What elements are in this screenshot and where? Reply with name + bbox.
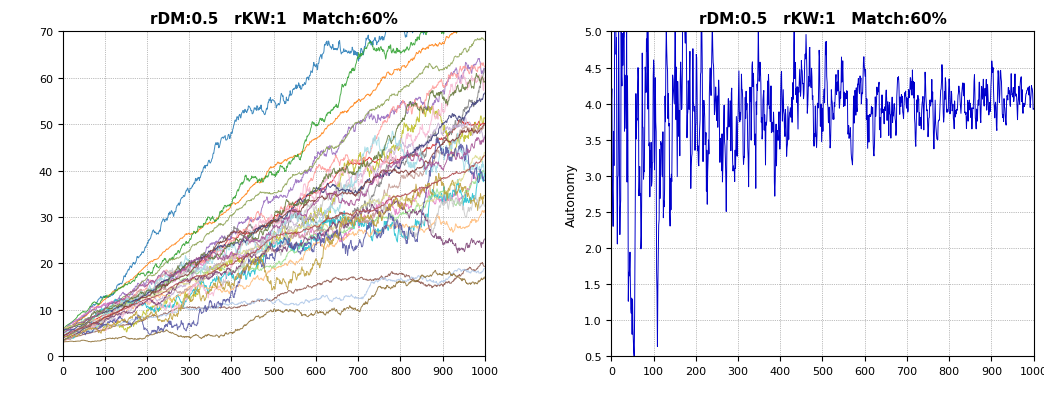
Title: rDM:0.5   rKW:1   Match:60%: rDM:0.5 rKW:1 Match:60% (698, 12, 947, 27)
Y-axis label: Autonomy: Autonomy (566, 162, 578, 226)
Title: rDM:0.5   rKW:1   Match:60%: rDM:0.5 rKW:1 Match:60% (149, 12, 398, 27)
